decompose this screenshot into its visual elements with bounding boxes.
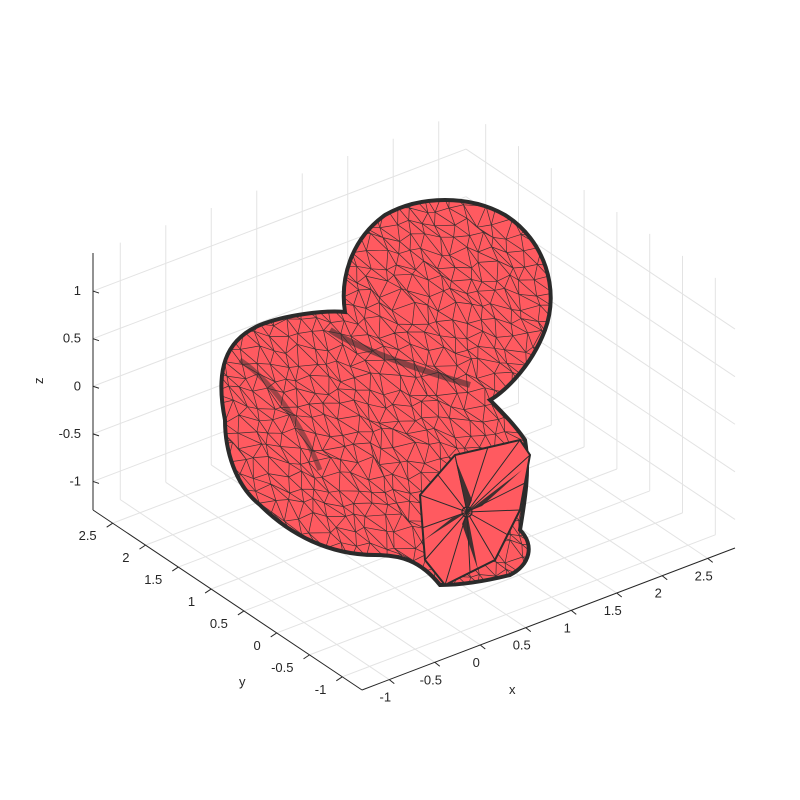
end-cap-wireframe xyxy=(420,440,530,585)
z-tick-label: 0.5 xyxy=(63,331,81,346)
x-tick-label: 1.5 xyxy=(604,603,622,618)
y-tick-label: 2 xyxy=(122,550,129,565)
grid-line-floor-y xyxy=(342,534,716,678)
y-tick-mark xyxy=(237,610,245,616)
x-tick-mark xyxy=(707,557,714,563)
mesh-seam xyxy=(238,357,323,471)
y-axis-label: y xyxy=(239,674,246,689)
z-axis-label: z xyxy=(31,378,46,385)
z-tick-mark xyxy=(92,290,100,294)
grid-line-wall-z xyxy=(92,148,467,292)
cap-center xyxy=(461,506,473,518)
x-tick-label: 0 xyxy=(473,655,480,670)
x-tick-label: -1 xyxy=(380,690,392,705)
z-tick-label: -1 xyxy=(69,473,81,488)
y-tick-mark xyxy=(204,588,212,594)
z-tick-mark xyxy=(92,338,100,342)
y-tick-mark xyxy=(303,654,310,660)
x-tick-mark xyxy=(570,609,577,615)
mesh-surface xyxy=(219,198,553,588)
x-tick-mark xyxy=(616,592,623,598)
axes xyxy=(92,253,736,691)
cap-dark-wedges xyxy=(424,458,522,570)
x-tick-label: 2.5 xyxy=(695,568,713,583)
x-tick-label: 1 xyxy=(564,620,571,635)
x-tick-mark xyxy=(434,661,441,667)
y-tick-mark xyxy=(139,544,146,550)
y-axis-line xyxy=(92,509,363,691)
y-tick-label: 1 xyxy=(188,594,195,609)
grid-line-floor-x xyxy=(120,499,390,681)
x-tick-mark xyxy=(388,679,395,685)
x-tick-label: -0.5 xyxy=(420,672,442,687)
x-tick-mark xyxy=(525,627,532,633)
z-tick-mark xyxy=(92,433,100,437)
grid-line-floor-y xyxy=(309,512,683,656)
y-tick-label: 1.5 xyxy=(144,572,162,587)
z-tick-label: 1 xyxy=(74,283,81,298)
x-axis-label: x xyxy=(509,682,516,697)
grid-line-wall-z xyxy=(465,148,736,330)
z-tick-label: 0 xyxy=(74,378,81,393)
x-tick-label: 0.5 xyxy=(513,638,531,653)
mesh-seam xyxy=(328,327,471,388)
tick-labels: -1 -0.5 0 0.5 1 1.5 2 2.5 -1 -0.5 0 0.5 1 1.5 2 2.5 -1 -0… xyxy=(59,283,714,705)
y-tick-label: -0.5 xyxy=(271,660,293,675)
y-tick-label: 0 xyxy=(253,638,260,653)
y-tick-mark xyxy=(172,566,179,572)
z-tick-mark xyxy=(92,480,100,484)
x-tick-label: 2 xyxy=(655,586,662,601)
y-tick-mark xyxy=(106,522,113,528)
z-tick-mark xyxy=(92,385,100,389)
x-axis-line xyxy=(361,547,736,691)
y-tick-label: -1 xyxy=(315,682,327,697)
x-tick-mark xyxy=(661,575,668,581)
grid-line-floor-x xyxy=(165,481,436,663)
y-tick-mark xyxy=(336,676,343,682)
y-tick-mark xyxy=(270,632,277,638)
z-tick-label: -0.5 xyxy=(59,426,81,441)
y-tick-label: 2.5 xyxy=(79,528,97,543)
x-tick-mark xyxy=(479,644,486,650)
y-tick-label: 0.5 xyxy=(210,616,228,631)
